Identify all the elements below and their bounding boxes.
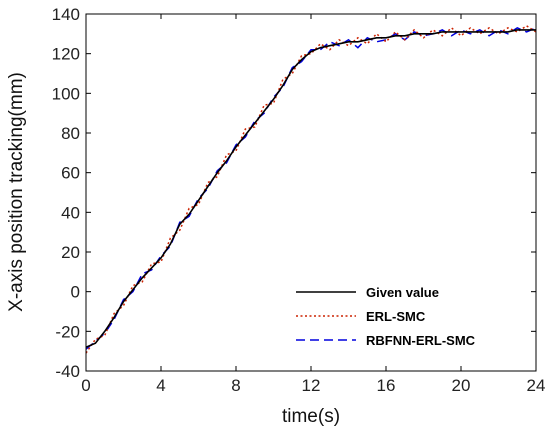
y-tick-label: 100 <box>52 84 80 103</box>
y-tick-label: -40 <box>55 362 80 381</box>
legend-label: ERL-SMC <box>366 309 426 324</box>
series-line-rbfnn-erl-smc <box>85 27 537 350</box>
y-tick-label: 80 <box>61 124 80 143</box>
x-tick-label: 8 <box>231 376 240 395</box>
x-tick-label: 4 <box>156 376 165 395</box>
y-tick-label: 20 <box>61 243 80 262</box>
x-tick-label: 24 <box>527 376 546 395</box>
x-tick-label: 0 <box>81 376 90 395</box>
y-tick-label: 0 <box>71 283 80 302</box>
ticks-layer: 0 4 8 12 16 20 24 -40 -20 0 20 40 60 80 100 120 140 <box>52 5 546 395</box>
x-tick-label: 20 <box>452 376 471 395</box>
x-tick-label: 16 <box>377 376 396 395</box>
y-tick-label: 140 <box>52 5 80 24</box>
x-tick-label: 12 <box>302 376 321 395</box>
y-axis-label: X-axis position tracking(mm) <box>6 72 27 312</box>
legend-label: Given value <box>366 285 439 300</box>
y-tick-label: -20 <box>55 322 80 341</box>
y-tick-label: 60 <box>61 164 80 183</box>
series-line-given-value <box>85 29 536 348</box>
series-layer <box>85 25 537 354</box>
legend-label: RBFNN-ERL-SMC <box>366 333 476 348</box>
y-tick-label: 120 <box>52 45 80 64</box>
x-axis-label: time(s) <box>282 406 340 427</box>
y-tick-label: 40 <box>61 203 80 222</box>
legend: Given value ERL-SMC RBFNN-ERL-SMC <box>287 278 527 358</box>
